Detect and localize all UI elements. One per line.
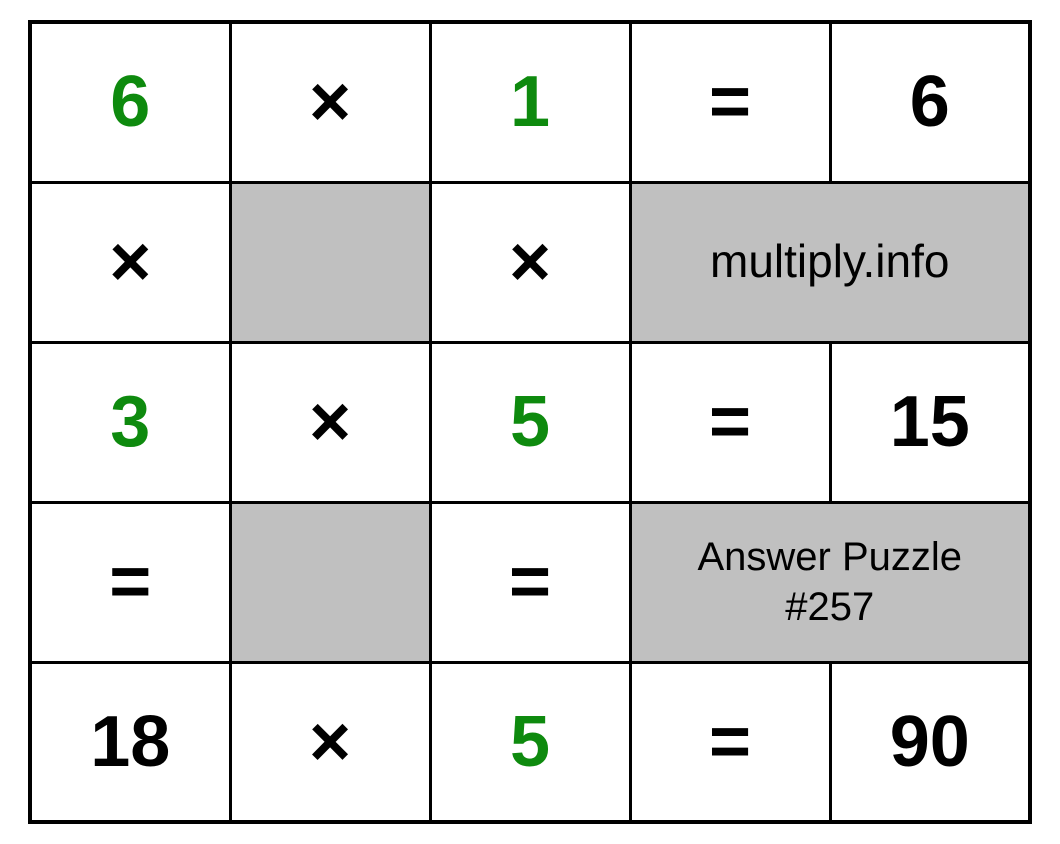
cell-result: 90 [830,662,1030,822]
cell-blank [230,182,430,342]
cell-operand: 1 [430,22,630,182]
cell-operator: × [230,662,430,822]
cell-blank [230,502,430,662]
site-label: multiply.info [630,182,1030,342]
puzzle-label: Answer Puzzle #257 [630,502,1030,662]
cell-operator: × [30,182,230,342]
cell-equals: = [30,502,230,662]
cell-result: 15 [830,342,1030,502]
cell-operand: 3 [30,342,230,502]
grid-row: 3 × 5 = 15 [30,342,1030,502]
grid-row: = = Answer Puzzle #257 [30,502,1030,662]
grid-row: 18 × 5 = 90 [30,662,1030,822]
cell-operand: 6 [30,22,230,182]
grid-row: × × multiply.info [30,182,1030,342]
cell-equals: = [630,22,830,182]
cell-operator: × [230,342,430,502]
cell-operator: × [230,22,430,182]
cell-result: 18 [30,662,230,822]
puzzle-grid: 6 × 1 = 6 × × multiply.info 3 × 5 = 15 =… [28,20,1032,824]
cell-operand: 5 [430,662,630,822]
cell-equals: = [430,502,630,662]
cell-operator: × [430,182,630,342]
cell-equals: = [630,342,830,502]
cell-equals: = [630,662,830,822]
cell-result: 6 [830,22,1030,182]
grid-row: 6 × 1 = 6 [30,22,1030,182]
cell-operand: 5 [430,342,630,502]
